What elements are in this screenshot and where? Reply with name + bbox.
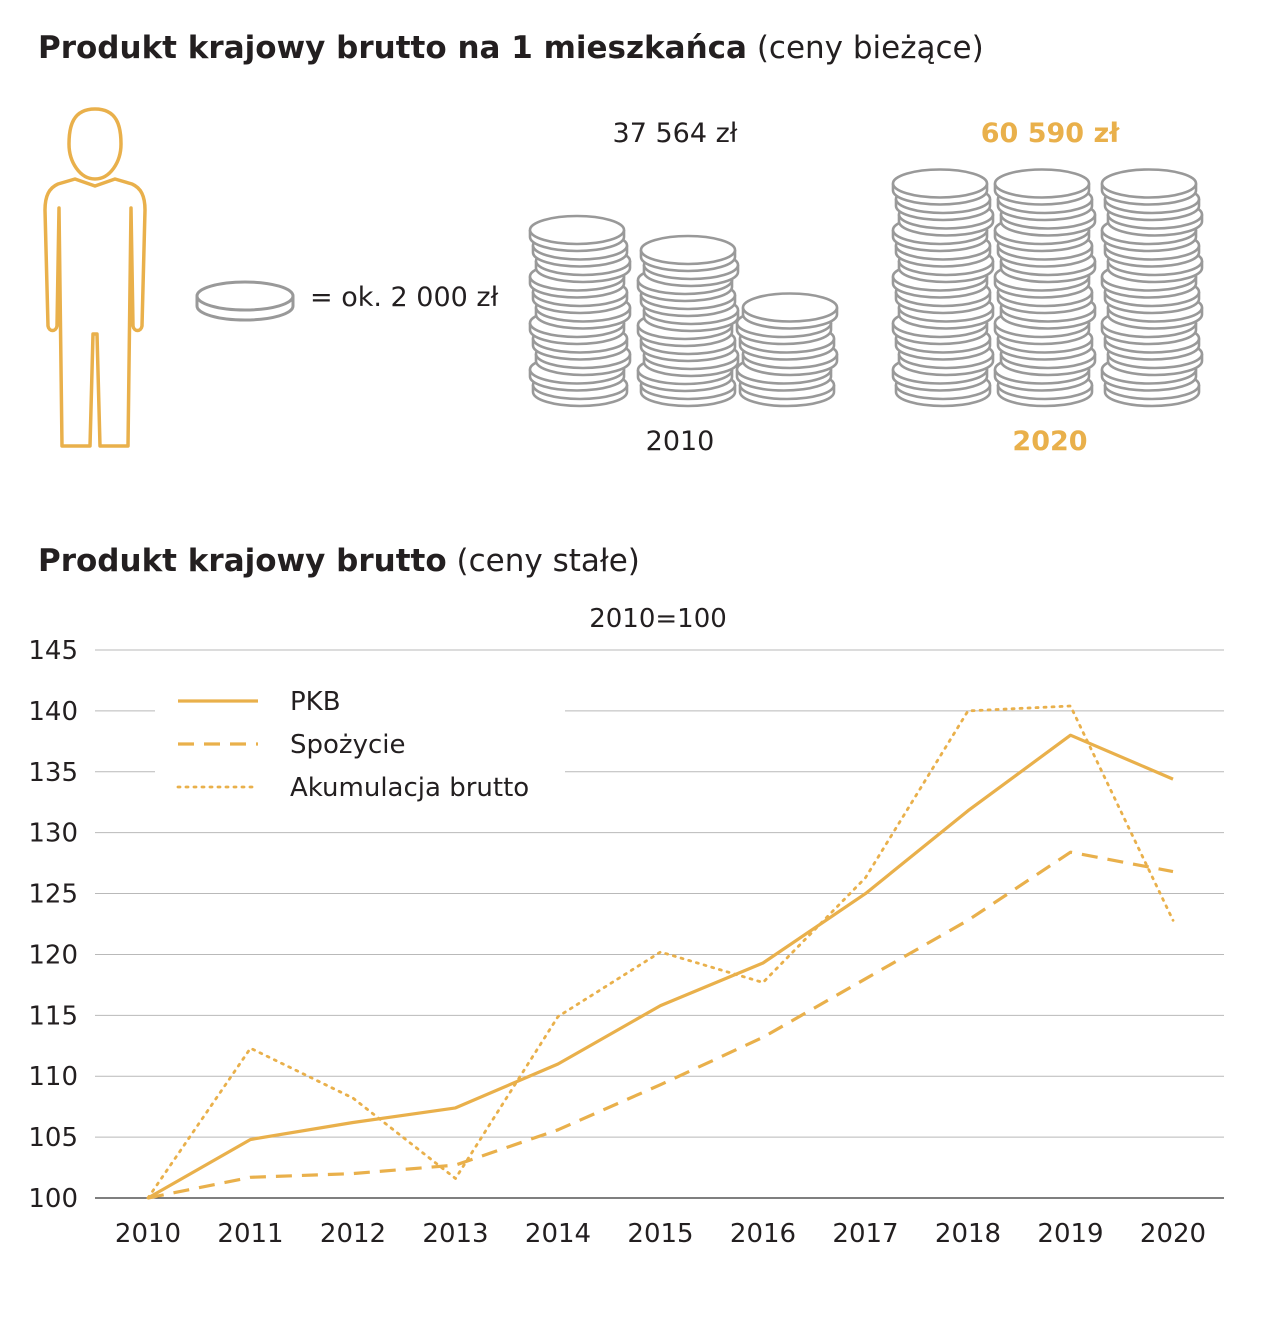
y-tick-label: 135 bbox=[28, 758, 78, 788]
x-axis: 2010 2011 2012 2013 2014 2015 2016 2017 2018 2019… bbox=[115, 1219, 1206, 1249]
legend-label: Akumulacja brutto bbox=[290, 773, 529, 803]
amount-2010: 37 564 zł bbox=[612, 118, 738, 149]
legend-label: Spożycie bbox=[290, 730, 405, 760]
coin-stack-6 bbox=[1100, 168, 1204, 408]
chart-title-note: (ceny stałe) bbox=[456, 543, 640, 579]
coin-stack-2 bbox=[636, 234, 740, 408]
coin bbox=[639, 234, 737, 273]
year-2020-label: 2020 bbox=[1012, 426, 1088, 457]
y-tick-label: 100 bbox=[28, 1184, 78, 1214]
y-tick-label: 120 bbox=[28, 940, 78, 970]
chart-title: Produkt krajowy brutto (ceny stałe) bbox=[38, 543, 640, 579]
x-tick-label: 2013 bbox=[422, 1219, 488, 1249]
y-tick-label: 115 bbox=[28, 1001, 78, 1031]
infographic-title-main: Produkt krajowy brutto na 1 mieszkańca bbox=[38, 30, 747, 66]
x-tick-label: 2018 bbox=[935, 1219, 1001, 1249]
coin bbox=[741, 292, 839, 330]
series-line-pkb bbox=[147, 733, 1174, 1200]
amount-2020: 60 590 zł bbox=[980, 118, 1120, 149]
coin bbox=[528, 214, 626, 253]
x-tick-label: 2019 bbox=[1037, 1219, 1103, 1249]
coin-stack-1 bbox=[528, 214, 632, 408]
infographic-title: Produkt krajowy brutto na 1 mieszkańca (… bbox=[38, 30, 984, 66]
series-line-spożycie bbox=[147, 850, 1174, 1200]
series-lines bbox=[146, 704, 1175, 1200]
x-tick-label: 2011 bbox=[217, 1219, 283, 1249]
coin-stack-3 bbox=[735, 292, 839, 408]
y-axis: 100 105 110 115 120 125 130 135 140 145 bbox=[28, 636, 78, 1214]
chart-subtitle: 2010=100 bbox=[589, 604, 727, 634]
chart-legend: PKB Spożycie Akumulacja brutto bbox=[155, 678, 565, 808]
line-chart: 2010=100 100105110115120125130135140145 … bbox=[28, 604, 1224, 1249]
coin-stack-5 bbox=[993, 168, 1097, 408]
chart-title-main: Produkt krajowy brutto bbox=[38, 543, 447, 579]
coin bbox=[891, 168, 989, 206]
y-tick-label: 110 bbox=[28, 1062, 78, 1092]
series-line-akumulacja-brutto bbox=[146, 704, 1175, 1200]
coin-legend-label: = ok. 2 000 zł bbox=[310, 282, 499, 313]
y-tick-label: 105 bbox=[28, 1123, 78, 1153]
y-tick-label: 130 bbox=[28, 819, 78, 849]
year-2010-label: 2010 bbox=[645, 426, 715, 457]
y-tick-label: 140 bbox=[28, 697, 78, 727]
infographic-title-note: (ceny bieżące) bbox=[756, 30, 984, 66]
x-tick-label: 2020 bbox=[1140, 1219, 1206, 1249]
coin bbox=[1100, 168, 1198, 206]
coin-stacks bbox=[528, 168, 1204, 408]
x-tick-label: 2010 bbox=[115, 1219, 181, 1249]
coin bbox=[993, 168, 1091, 206]
person-icon bbox=[43, 107, 147, 448]
y-tick-label: 145 bbox=[28, 636, 78, 666]
coin-stack-4 bbox=[891, 168, 995, 408]
x-tick-label: 2012 bbox=[320, 1219, 386, 1249]
x-tick-label: 2016 bbox=[730, 1219, 796, 1249]
x-tick-label: 2015 bbox=[627, 1219, 693, 1249]
legend-label: PKB bbox=[290, 687, 341, 717]
x-tick-label: 2017 bbox=[832, 1219, 898, 1249]
coin-icon bbox=[195, 280, 295, 322]
x-tick-label: 2014 bbox=[525, 1219, 591, 1249]
y-tick-label: 125 bbox=[28, 880, 78, 910]
